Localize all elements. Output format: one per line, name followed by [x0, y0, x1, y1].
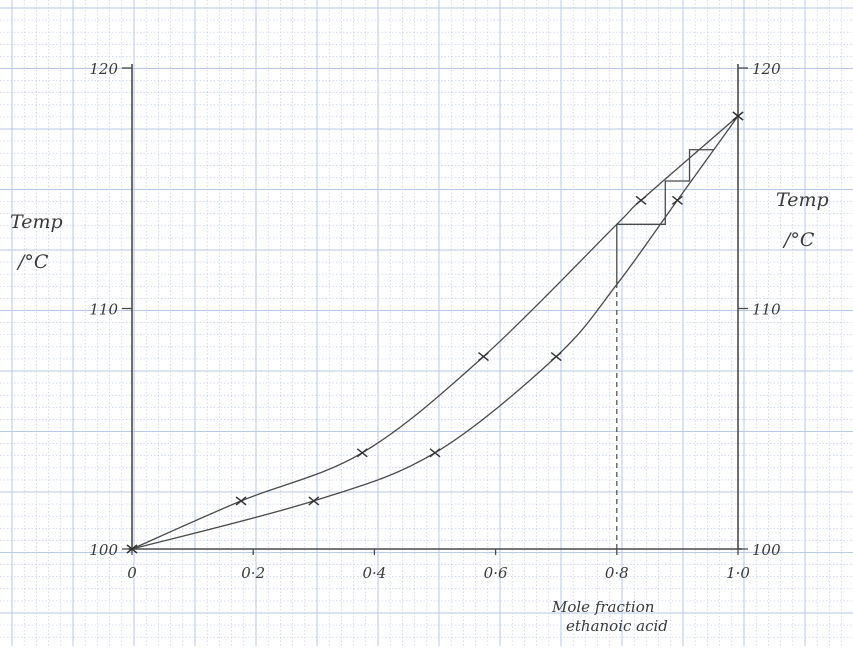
marker-stroke	[671, 195, 683, 205]
series-lines	[131, 115, 739, 550]
vapour-curve	[131, 115, 739, 550]
x-tick-label: 0·4	[362, 564, 386, 582]
data-point-marker	[308, 496, 320, 506]
axis-labels: Temp /°C Temp /°C Mole fraction ethanoic…	[10, 189, 829, 635]
ylabel-left-line1: Temp	[10, 211, 63, 233]
x-tick-label: 1·0	[726, 564, 750, 582]
marker-stroke	[429, 448, 441, 458]
y-tick-label-right: 110	[752, 301, 781, 319]
marker-stroke	[732, 111, 744, 121]
data-point-marker	[429, 448, 441, 458]
ylabel-right-line2: /°C	[782, 229, 815, 251]
xlabel-line2: ethanoic acid	[566, 617, 668, 635]
x-tick-label: 0·6	[484, 564, 508, 582]
y-tick-label-right: 120	[752, 60, 781, 78]
y-tick-label-left: 120	[89, 60, 118, 78]
data-point-marker	[356, 448, 368, 458]
marker-stroke	[126, 544, 138, 554]
marker-stroke	[478, 352, 489, 362]
liquid-curve	[131, 115, 739, 550]
y-tick-label-left: 110	[89, 301, 118, 319]
x-tick-label: 0·2	[241, 564, 265, 582]
marker-stroke	[235, 496, 247, 506]
ylabel-right-line1: Temp	[776, 189, 829, 211]
step-construction	[616, 149, 714, 285]
axes: 100 100 110 110 120 120 0 0·2 0·4 0·6 0·8 1·0	[89, 60, 781, 582]
data-point-marker	[635, 195, 647, 205]
marker-stroke	[308, 496, 320, 506]
marker-stroke	[356, 448, 368, 458]
xlabel-line1: Mole fraction	[551, 598, 654, 616]
data-point-marker	[126, 544, 138, 554]
x-tick-label: 0·8	[605, 564, 629, 582]
ylabel-left-line2: /°C	[16, 251, 49, 273]
data-point-marker	[671, 195, 683, 205]
y-tick-label-right: 100	[752, 541, 781, 559]
marker-stroke	[635, 195, 647, 205]
x-tick-label: 0	[127, 564, 137, 582]
data-point-marker	[550, 352, 562, 362]
y-tick-label-left: 100	[89, 541, 118, 559]
data-point-marker	[732, 111, 744, 121]
marker-stroke	[550, 352, 562, 362]
data-point-marker	[478, 352, 489, 362]
data-markers	[126, 111, 744, 554]
data-point-marker	[235, 496, 247, 506]
